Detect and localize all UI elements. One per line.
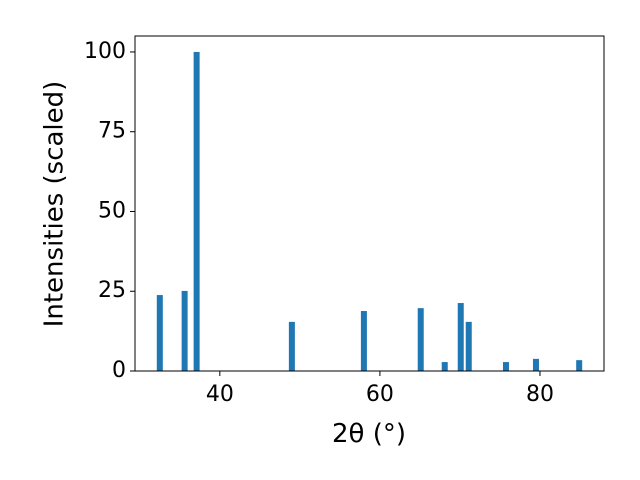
bar <box>193 51 200 371</box>
bar <box>532 358 539 371</box>
x-tick-label: 40 <box>206 382 234 407</box>
y-tick-label: 25 <box>98 278 126 303</box>
bar <box>156 295 163 371</box>
bar <box>181 290 188 371</box>
y-tick-label: 100 <box>84 39 126 64</box>
y-tick-label: 50 <box>98 198 126 223</box>
bar <box>441 362 448 371</box>
bar <box>360 311 367 371</box>
y-tick-label: 0 <box>112 358 126 383</box>
x-axis-label: 2θ (°) <box>332 419 406 449</box>
y-axis-label: Intensities (scaled) <box>40 81 70 328</box>
x-tick-label: 60 <box>366 382 394 407</box>
bar <box>502 362 509 371</box>
bar <box>457 303 464 371</box>
bar <box>417 308 424 371</box>
bar <box>465 321 472 371</box>
bar <box>288 321 295 371</box>
bar <box>576 360 583 371</box>
y-tick-label: 75 <box>98 119 126 144</box>
x-tick-label: 80 <box>526 382 554 407</box>
plot-frame <box>134 35 605 372</box>
